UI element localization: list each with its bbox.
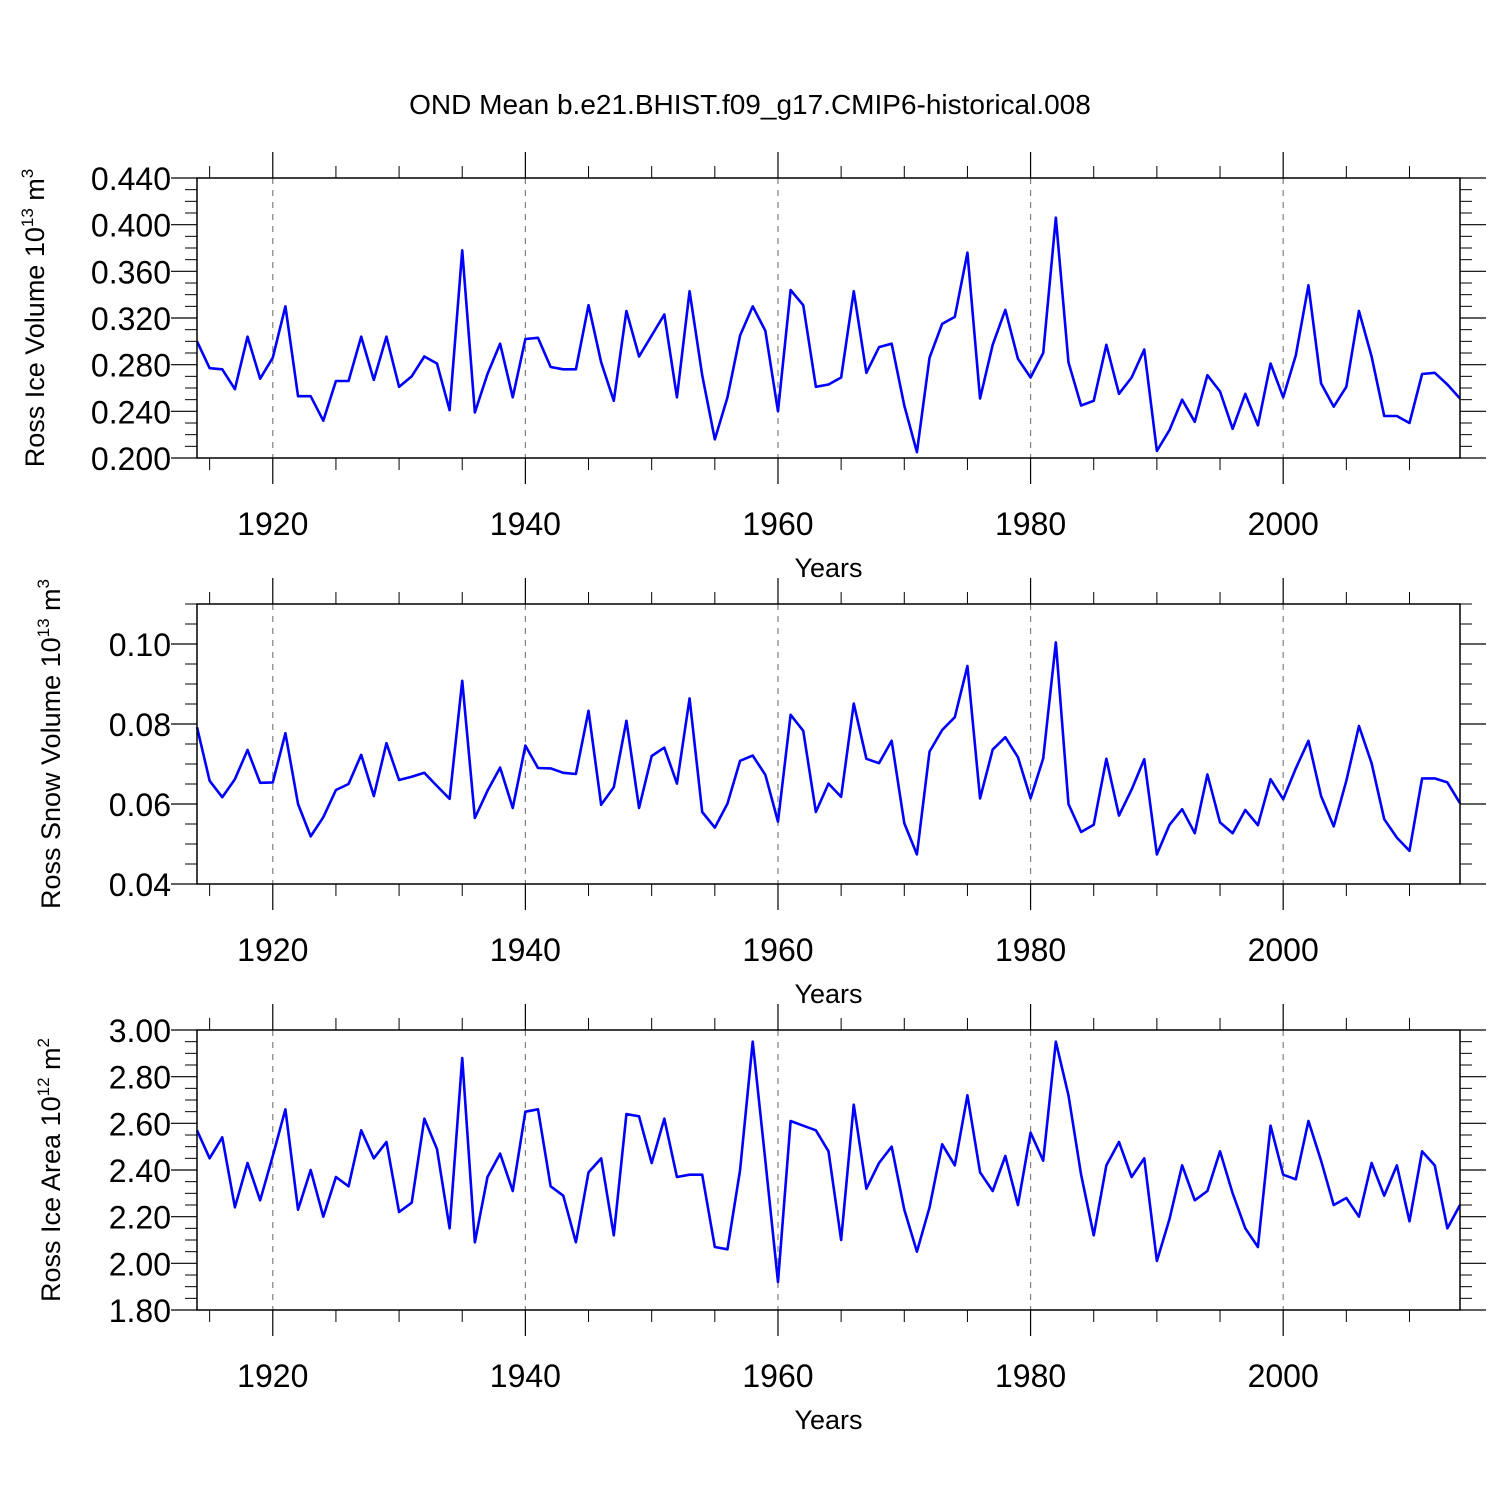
ice-volume-y-tick-label: 0.440	[91, 161, 171, 197]
ice-area-plot-frame	[196, 1029, 1461, 1311]
ice-volume-plot-frame	[196, 177, 1461, 459]
ice-area-x-tick-label: 2000	[1248, 1358, 1319, 1394]
ice-area-x-tick-label: 1980	[995, 1358, 1066, 1394]
snow-volume-y-tick-label: 0.10	[109, 627, 171, 663]
snow-volume-plot-frame	[196, 603, 1461, 885]
snow-volume-x-tick-label: 1980	[995, 932, 1066, 968]
ice-volume-x-tick-label: 1980	[995, 506, 1066, 542]
snow-volume-series-line	[195, 641, 1462, 856]
ice-volume-panel: 1920 1940 1960 1980 2000 0.200 0.240 0.280 0.320…	[18, 152, 1486, 583]
snow-volume-x-tick-label: 2000	[1248, 932, 1319, 968]
ice-volume-x-axis-label: Years	[794, 553, 862, 583]
ice-volume-x-tick-label: 2000	[1248, 506, 1319, 542]
snow-volume-panel: 1920 1940 1960 1980 2000 0.04 0.06 0.08 0.10 Year…	[34, 578, 1486, 1009]
ice-area-x-tick-label: 1960	[742, 1358, 813, 1394]
ice-area-series-line	[195, 1040, 1462, 1284]
ice-volume-series-line	[195, 216, 1461, 454]
ice-volume-y-tick-label: 0.240	[91, 394, 171, 430]
ice-volume-y-tick-label: 0.200	[91, 441, 171, 477]
ice-volume-y-tick-label: 0.280	[91, 348, 171, 384]
ice-volume-x-tick-label: 1960	[742, 506, 813, 542]
chart-title: OND Mean b.e21.BHIST.f09_g17.CMIP6-histo…	[409, 89, 1091, 120]
plots-container: 1920 1940 1960 1980 2000 0.200 0.240 0.280 0.320…	[18, 152, 1486, 1435]
snow-volume-y-tick-label: 0.08	[109, 707, 171, 743]
ice-volume-x-tick-label: 1940	[490, 506, 561, 542]
ice-volume-y-tick-label: 0.360	[91, 254, 171, 290]
snow-volume-y-tick-label: 0.06	[109, 787, 171, 823]
snow-volume-x-tick-label: 1960	[742, 932, 813, 968]
ice-area-y-tick-label: 1.80	[109, 1293, 171, 1329]
ice-area-y-tick-label: 2.40	[109, 1153, 171, 1189]
snow-volume-y-axis-label: Ross Snow Volume 1013 m3	[34, 579, 66, 909]
snow-volume-y-tick-label: 0.04	[109, 867, 171, 903]
ice-area-panel: 1920 1940 1960 1980 2000 1.80 2.00 2.20 2.40 2.60…	[34, 1004, 1486, 1435]
ice-volume-y-tick-label: 0.400	[91, 208, 171, 244]
ice-area-x-axis-label: Years	[794, 1405, 862, 1435]
ice-area-x-tick-label: 1940	[490, 1358, 561, 1394]
ice-area-y-tick-label: 2.20	[109, 1200, 171, 1236]
ice-area-y-tick-label: 3.00	[109, 1013, 171, 1049]
ice-volume-y-tick-label: 0.320	[91, 301, 171, 337]
snow-volume-x-tick-label: 1940	[490, 932, 561, 968]
ice-volume-y-axis-label: Ross Ice Volume 1013 m3	[18, 169, 50, 468]
ice-area-x-tick-label: 1920	[237, 1358, 308, 1394]
snow-volume-x-tick-label: 1920	[237, 932, 308, 968]
ice-area-y-tick-label: 2.00	[109, 1246, 171, 1282]
ice-area-y-axis-label: Ross Ice Area 1012 m2	[34, 1038, 66, 1302]
ice-volume-x-tick-label: 1920	[237, 506, 308, 542]
ice-area-y-tick-label: 2.60	[109, 1106, 171, 1142]
snow-volume-x-axis-label: Years	[794, 979, 862, 1009]
ice-area-y-tick-label: 2.80	[109, 1060, 171, 1096]
